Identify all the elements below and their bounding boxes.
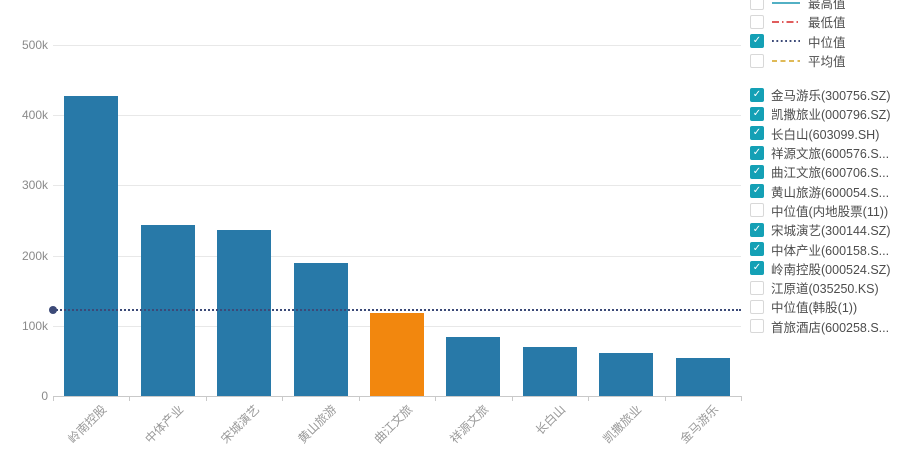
legend-item-平均值[interactable]: 平均值 [748,51,898,70]
legend-item-label: 最低值 [808,16,846,31]
y-axis-tick-label: 0 [41,389,48,403]
legend-item-label: 平均值 [808,55,846,70]
bar-长白山[interactable] [522,346,577,396]
x-axis-category-label: 黄山旅游 [294,402,339,447]
checkbox-unchecked[interactable] [750,299,764,314]
bar-祥源文旅[interactable] [446,337,501,396]
x-axis-tick [205,396,207,401]
checkbox-checked[interactable]: ✓ [750,34,764,49]
dotted-line-sample-icon [772,40,800,43]
bar-黄山旅游[interactable] [293,263,348,396]
dashed-line-sample-icon [772,59,800,62]
checkbox-checked[interactable]: ✓ [750,184,764,199]
dashdot-line-sample-icon [772,20,800,23]
checkbox-checked[interactable]: ✓ [750,126,764,141]
stock-legend-label: 凯撒旅业(000796.SZ) [771,108,891,123]
checkbox-checked[interactable]: ✓ [750,164,764,179]
stock-legend-label: 黄山旅游(600054.S... [771,185,890,200]
stock-legend-label: 曲江文旅(600706.S... [771,166,890,181]
y-axis-tick-label: 400k [21,108,48,123]
x-axis-tick [282,396,284,401]
bar-岭南控股[interactable] [64,96,119,396]
x-axis-category-label: 祥源文旅 [447,402,492,447]
x-axis-tick [358,396,360,401]
x-axis-tick [129,396,131,401]
stock-legend-label: 长白山(603099.SH) [771,127,880,142]
stock-legend-item[interactable]: ✓ 凯撒旅业(000796.SZ) [748,104,900,123]
x-axis-tick [435,396,437,401]
gridline-500k [53,45,741,46]
stock-legend-item[interactable]: 中位值(内地股票(11)) [748,201,900,220]
legend-item-中位值[interactable]: ✓ 中位值 [748,32,898,51]
x-axis-tick [588,396,590,401]
checkbox-unchecked[interactable] [750,0,764,10]
checkbox-checked[interactable]: ✓ [750,145,764,160]
checkbox-checked[interactable]: ✓ [750,242,764,257]
x-axis-category-label: 凯撒旅业 [600,402,645,447]
stock-legend-item[interactable]: ✓ 中体产业(600158.S... [748,239,900,258]
y-axis-tick-label: 500k [21,38,48,52]
legend-item-最低值[interactable]: 最低值 [748,12,898,31]
checkbox-checked[interactable]: ✓ [750,261,764,276]
bar-金马游乐[interactable] [675,358,730,396]
x-axis-tick [741,396,742,401]
stock-legend-label: 中位值(内地股票(11)) [771,204,889,219]
legend-item-label: 最高值 [808,0,846,12]
y-axis-tick-label: 200k [21,248,48,263]
legend-item-label: 中位值 [808,35,846,50]
stock-legend-label: 中体产业(600158.S... [771,243,890,258]
stock-series-legend: ✓ 金马游乐(300756.SZ) ✓ 凯撒旅业(000796.SZ) ✓ 长白山(603… [748,85,900,336]
x-axis-category-label: 曲江文旅 [371,402,416,447]
checkbox-unchecked[interactable] [750,14,764,29]
x-axis-line [53,396,741,397]
stock-legend-item[interactable]: ✓ 宋城演艺(300144.SZ) [748,220,900,239]
median-value-line [53,309,741,312]
stock-legend-label: 祥源文旅(600576.S... [771,147,890,162]
solid-line-sample-icon [772,1,800,4]
y-axis-tick-label: 300k [21,178,48,193]
stock-legend-label: 金马游乐(300756.SZ) [771,89,891,104]
checkbox-unchecked[interactable] [750,280,764,295]
statistic-line-legend: 最高值最低值 ✓ 中位值平均值 [748,0,898,70]
stock-legend-item[interactable]: ✓ 岭南控股(000524.SZ) [748,259,900,278]
x-axis-tick [511,396,513,401]
stock-legend-item[interactable]: ✓ 祥源文旅(600576.S... [748,143,900,162]
x-axis-category-label: 宋城演艺 [218,402,263,447]
checkbox-checked[interactable]: ✓ [750,106,764,121]
median-line-start-dot [49,306,57,315]
legend-item-最高值[interactable]: 最高值 [748,0,898,12]
checkbox-unchecked[interactable] [750,53,764,68]
bar-曲江文旅[interactable] [370,313,424,396]
gridline-200k [53,255,741,257]
stock-legend-label: 首旅酒店(600258.S... [771,320,890,335]
checkbox-checked[interactable]: ✓ [750,222,764,237]
checkbox-unchecked[interactable] [750,319,764,334]
checkbox-unchecked[interactable] [750,203,764,218]
x-axis-category-label: 长白山 [532,402,569,438]
stock-legend-item[interactable]: ✓ 金马游乐(300756.SZ) [748,85,900,104]
stock-legend-label: 江原道(035250.KS) [771,282,879,297]
stock-legend-item[interactable]: 江原道(035250.KS) [748,278,900,297]
checkbox-checked[interactable]: ✓ [750,87,764,102]
bar-宋城演艺[interactable] [217,230,272,396]
stock-legend-item[interactable]: 首旅酒店(600258.S... [748,317,900,336]
stock-legend-label: 宋城演艺(300144.SZ) [771,224,891,239]
x-axis-category-label: 岭南控股 [65,402,110,447]
x-axis-tick [53,396,54,401]
stock-legend-item[interactable]: ✓ 长白山(603099.SH) [748,124,900,143]
stock-legend-label: 中位值(韩股(1)) [771,301,858,316]
y-axis-tick-label: 100k [21,318,48,333]
stock-legend-item[interactable]: 中位值(韩股(1)) [748,297,900,316]
x-axis-category-label: 中体产业 [142,402,186,447]
x-axis-category-label: 金马游乐 [677,402,722,447]
gridline-400k [53,115,741,117]
stock-legend-item[interactable]: ✓ 曲江文旅(600706.S... [748,162,900,181]
bar-凯撒旅业[interactable] [599,353,654,396]
stock-legend-label: 岭南控股(000524.SZ) [771,262,891,277]
gridline-300k [53,185,741,187]
x-axis-tick [664,396,666,401]
stock-legend-item[interactable]: ✓ 黄山旅游(600054.S... [748,181,900,200]
